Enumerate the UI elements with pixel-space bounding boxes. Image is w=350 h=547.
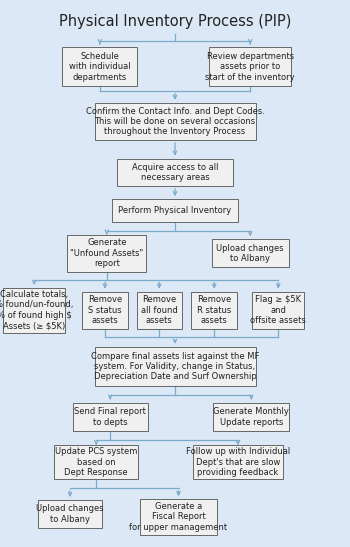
FancyBboxPatch shape: [62, 47, 137, 86]
Text: Acquire access to all
necessary areas: Acquire access to all necessary areas: [132, 162, 218, 182]
Text: Send Final report
to depts: Send Final report to depts: [74, 407, 146, 427]
Text: Remove
all found
assets: Remove all found assets: [141, 295, 177, 325]
FancyBboxPatch shape: [94, 103, 256, 140]
FancyBboxPatch shape: [112, 199, 238, 222]
Text: Generate a
Fiscal Report
for upper management: Generate a Fiscal Report for upper manag…: [130, 502, 228, 532]
FancyBboxPatch shape: [117, 159, 233, 186]
Text: Remove
R status
assets: Remove R status assets: [197, 295, 231, 325]
Text: Upload changes
to Albany: Upload changes to Albany: [216, 243, 284, 263]
Text: Follow up with Individual
Dept's that are slow
providing feedback: Follow up with Individual Dept's that ar…: [186, 447, 290, 477]
FancyBboxPatch shape: [252, 292, 304, 329]
FancyBboxPatch shape: [209, 47, 291, 86]
FancyBboxPatch shape: [213, 403, 289, 431]
Text: Generate Monthly
Update reports: Generate Monthly Update reports: [214, 407, 289, 427]
FancyBboxPatch shape: [212, 239, 289, 267]
Text: Update PCS system
based on
Dept Response: Update PCS system based on Dept Response: [55, 447, 138, 477]
FancyBboxPatch shape: [3, 288, 65, 333]
FancyBboxPatch shape: [73, 403, 148, 431]
Text: Physical Inventory Process (PIP): Physical Inventory Process (PIP): [59, 14, 291, 30]
Text: Generate
"Unfound Assets"
report: Generate "Unfound Assets" report: [70, 238, 144, 268]
FancyBboxPatch shape: [94, 347, 256, 386]
FancyBboxPatch shape: [54, 445, 138, 479]
Text: Compare final assets list against the MF
system. For Validity, change in Status,: Compare final assets list against the MF…: [91, 352, 259, 381]
FancyBboxPatch shape: [67, 235, 146, 272]
Text: Flag ≥ $5K
and
offsite assets: Flag ≥ $5K and offsite assets: [250, 295, 306, 325]
FancyBboxPatch shape: [140, 499, 217, 535]
Text: Confirm the Contact Info. and Dept Codes.
This will be done on several occasions: Confirm the Contact Info. and Dept Codes…: [85, 107, 265, 136]
Text: Schedule
with individual
departments: Schedule with individual departments: [69, 52, 131, 82]
Text: Calculate totals,
% found/un-found,
% of found high $
Assets (≥ $5K): Calculate totals, % found/un-found, % of…: [0, 290, 74, 330]
FancyBboxPatch shape: [136, 292, 182, 329]
Text: Upload changes
to Albany: Upload changes to Albany: [36, 504, 104, 524]
Text: Review departments
assets prior to
start of the inventory: Review departments assets prior to start…: [205, 52, 295, 82]
FancyBboxPatch shape: [191, 292, 237, 329]
Text: Perform Physical Inventory: Perform Physical Inventory: [118, 206, 232, 215]
FancyBboxPatch shape: [38, 500, 102, 528]
FancyBboxPatch shape: [193, 445, 283, 479]
Text: Remove
S status
assets: Remove S status assets: [88, 295, 122, 325]
FancyBboxPatch shape: [82, 292, 128, 329]
